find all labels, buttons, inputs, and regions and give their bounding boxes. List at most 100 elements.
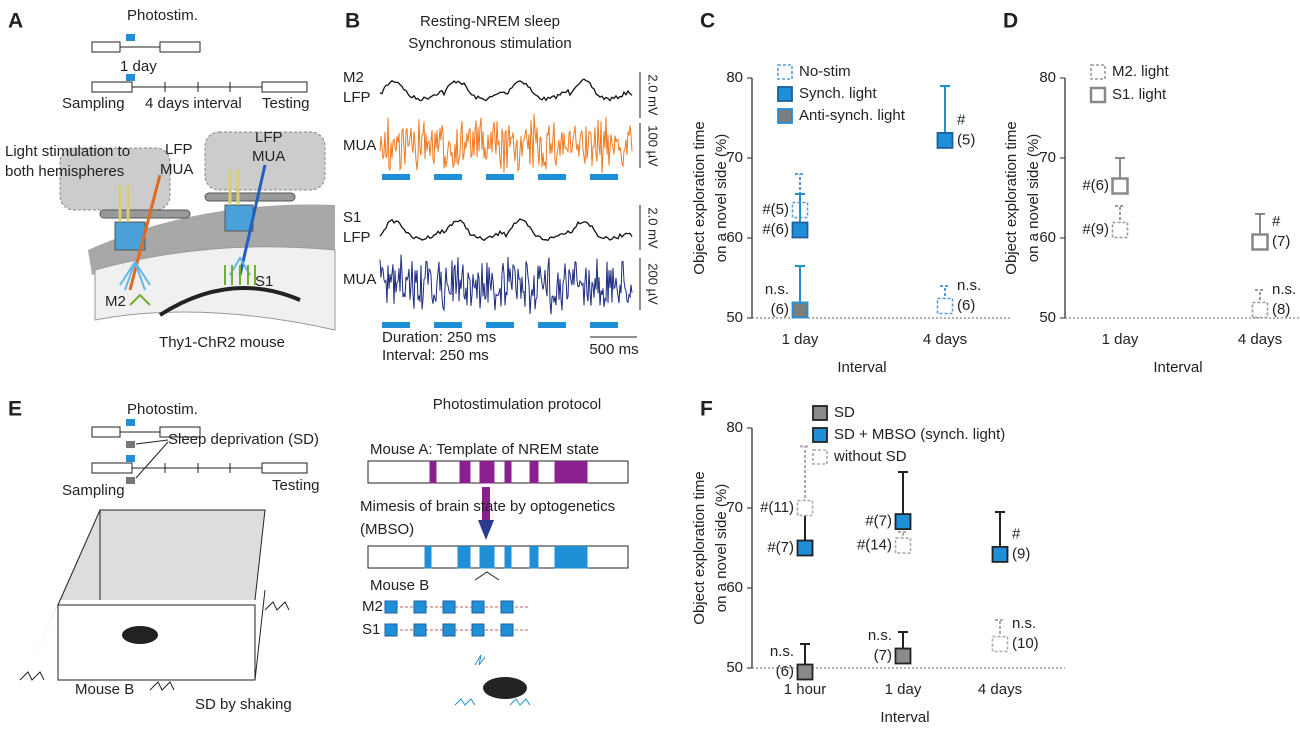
label: MUA	[343, 271, 376, 288]
stim-bar	[590, 322, 618, 328]
lfp-trace	[379, 218, 633, 242]
legend-label: S1. light	[1112, 86, 1167, 103]
stim-mark	[126, 74, 135, 81]
legend-marker	[1089, 86, 1107, 104]
panel-e: E Photostim. Sleep deprivation (SD) Samp…	[8, 396, 629, 713]
x-tick-label: 1 hour	[784, 681, 827, 698]
timeline-box	[159, 426, 201, 438]
label: (MBSO)	[360, 521, 414, 538]
data-label: n.s.	[1012, 615, 1036, 632]
holder	[204, 131, 326, 191]
data-label: #	[957, 111, 966, 128]
pulse	[500, 600, 514, 614]
x-tick-label: 1 day	[782, 331, 819, 348]
legend-label: No-stim	[799, 63, 851, 80]
label: 4 days interval	[145, 95, 242, 112]
x-axis-label: Interval	[880, 709, 929, 726]
panel-letter: C	[700, 10, 715, 33]
pulse	[413, 623, 427, 637]
data-label: #(9)	[1082, 221, 1109, 238]
label: S1	[362, 621, 380, 638]
label: both hemispheres	[5, 163, 124, 180]
point	[796, 539, 814, 557]
y-tick-label: 70	[1039, 149, 1056, 166]
label: Photostim.	[127, 401, 198, 418]
label: MUA	[343, 137, 376, 154]
legend-label: Synch. light	[799, 85, 877, 102]
data-label: (9)	[1012, 545, 1030, 562]
mouse-icon	[483, 677, 527, 699]
panel-letter: D	[1003, 10, 1018, 33]
timeline-box	[261, 81, 308, 93]
mua-trace	[379, 254, 633, 315]
light-icon	[454, 654, 531, 706]
point	[894, 513, 912, 530]
y-axis-label: Object exploration time	[1003, 121, 1020, 274]
panel-a: A Photostim. 1 day Sampling 4 days inter…	[5, 7, 336, 351]
cage	[57, 509, 266, 681]
scale-label: 2.0 mV	[646, 207, 661, 249]
data-label: (6)	[771, 301, 789, 318]
sd-mark	[126, 477, 135, 484]
data-label: #	[1012, 525, 1021, 542]
legend-marker	[777, 108, 793, 124]
label: Sampling	[62, 482, 125, 499]
bar	[99, 209, 191, 219]
hippocampus	[158, 286, 301, 317]
arrow	[482, 487, 490, 522]
label: Mouse A: Template of NREM state	[370, 441, 599, 458]
stim-blocks	[424, 546, 588, 569]
x-tick-label: 4 days	[923, 331, 967, 348]
y-tick-label: 80	[726, 419, 743, 436]
stim-bar	[486, 174, 514, 180]
pulse	[442, 623, 456, 637]
timeline-box	[261, 462, 308, 474]
x-axis-label: Interval	[1153, 359, 1202, 376]
timeline-box	[91, 462, 133, 474]
data-label: #(7)	[865, 513, 892, 530]
data-label: n.s.	[1272, 281, 1296, 298]
label: Mimesis of brain state by optogenetics	[360, 498, 615, 515]
point	[936, 297, 954, 315]
data-label: (7)	[1272, 233, 1290, 250]
label: LFP	[255, 129, 283, 146]
stim-bar	[486, 322, 514, 328]
y-axis-label: on a novel side (%)	[713, 134, 730, 262]
scale-bar	[590, 72, 641, 338]
label: Testing	[272, 477, 320, 494]
lfp-trace	[379, 78, 633, 102]
point	[796, 663, 814, 681]
legend-marker	[777, 86, 793, 102]
y-tick-label: 50	[726, 659, 743, 676]
pulse	[471, 600, 485, 614]
legend-label: Anti-synch. light	[799, 107, 906, 124]
timeline-box	[91, 426, 121, 438]
point	[894, 647, 912, 665]
data-label: #(6)	[1082, 177, 1109, 194]
legend-label: without SD	[833, 448, 907, 465]
label: Testing	[262, 95, 310, 112]
y-tick-label: 50	[726, 309, 743, 326]
label: Sleep deprivation (SD)	[168, 431, 319, 448]
bar	[204, 192, 296, 202]
data-label: #(14)	[857, 537, 892, 554]
scale-label: 100 µV	[646, 125, 661, 167]
label: MUA	[252, 148, 285, 165]
y-tick-label: 60	[726, 229, 743, 246]
light-cone	[119, 256, 251, 291]
point	[1111, 177, 1129, 195]
data-label: #(11)	[760, 499, 794, 516]
bedding	[30, 510, 265, 665]
legend-label: SD	[834, 404, 855, 421]
data-label: (6)	[957, 297, 975, 314]
y-axis-label: on a novel side (%)	[713, 484, 730, 612]
timeline	[132, 439, 262, 479]
legend-marker	[812, 427, 828, 443]
label: Light stimulation to	[5, 143, 130, 160]
pulse	[384, 600, 398, 614]
mouse-icon	[122, 626, 158, 644]
data-label: (8)	[1272, 301, 1290, 318]
x-tick-label: 1 day	[1102, 331, 1139, 348]
point	[894, 537, 912, 554]
